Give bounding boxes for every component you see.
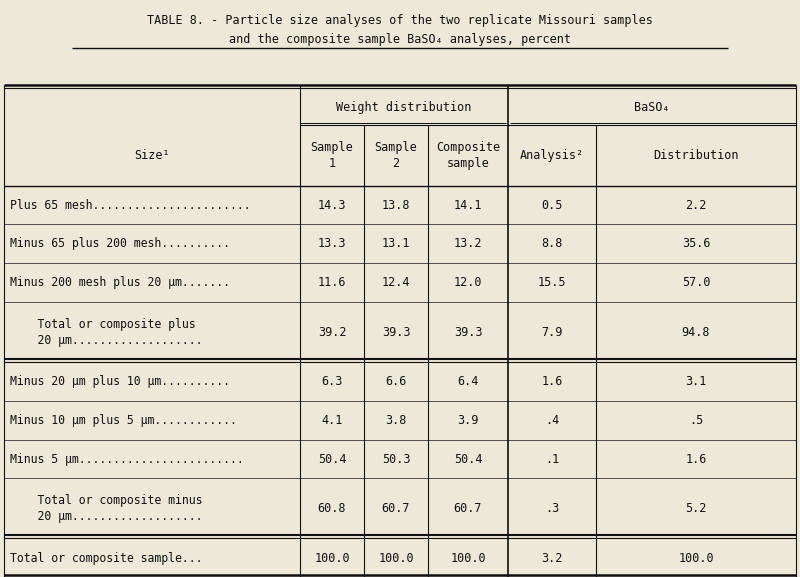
- Text: 14.1: 14.1: [454, 198, 482, 212]
- Text: Sample
2: Sample 2: [374, 141, 418, 170]
- Text: Minus 10 μm plus 5 μm............: Minus 10 μm plus 5 μm............: [10, 414, 238, 427]
- Text: 0.5: 0.5: [542, 198, 562, 212]
- Text: 12.0: 12.0: [454, 276, 482, 289]
- Text: 60.7: 60.7: [382, 502, 410, 515]
- Text: Distribution: Distribution: [654, 149, 738, 162]
- Text: 2.2: 2.2: [686, 198, 706, 212]
- Text: Total or composite minus
    20 μm...................: Total or composite minus 20 μm..........…: [10, 494, 203, 523]
- Text: 50.4: 50.4: [318, 452, 346, 466]
- Text: Size¹: Size¹: [134, 149, 170, 162]
- Text: 11.6: 11.6: [318, 276, 346, 289]
- Text: TABLE 8. - Particle size analyses of the two replicate Missouri samples: TABLE 8. - Particle size analyses of the…: [147, 14, 653, 28]
- Text: Minus 200 mesh plus 20 μm.......: Minus 200 mesh plus 20 μm.......: [10, 276, 230, 289]
- Text: 14.3: 14.3: [318, 198, 346, 212]
- Text: 3.2: 3.2: [542, 552, 562, 565]
- Text: 6.6: 6.6: [386, 375, 406, 388]
- Text: 7.9: 7.9: [542, 325, 562, 339]
- Text: 60.8: 60.8: [318, 502, 346, 515]
- Text: 94.8: 94.8: [682, 325, 710, 339]
- Text: 3.9: 3.9: [458, 414, 478, 427]
- Text: 13.3: 13.3: [318, 237, 346, 250]
- Text: 100.0: 100.0: [314, 552, 350, 565]
- Text: 5.2: 5.2: [686, 502, 706, 515]
- Text: Total or composite plus
    20 μm...................: Total or composite plus 20 μm...........…: [10, 317, 203, 347]
- Text: 39.3: 39.3: [382, 325, 410, 339]
- Text: 39.3: 39.3: [454, 325, 482, 339]
- Text: Total or composite sample...: Total or composite sample...: [10, 552, 203, 565]
- Text: and the composite sample BaSO₄ analyses, percent: and the composite sample BaSO₄ analyses,…: [229, 33, 571, 47]
- Text: 39.2: 39.2: [318, 325, 346, 339]
- Text: Sample
1: Sample 1: [310, 141, 354, 170]
- Text: 4.1: 4.1: [322, 414, 342, 427]
- Text: BaSO₄: BaSO₄: [634, 101, 670, 114]
- Text: 35.6: 35.6: [682, 237, 710, 250]
- Text: Analysis²: Analysis²: [520, 149, 584, 162]
- Text: Minus 5 μm........................: Minus 5 μm........................: [10, 452, 244, 466]
- Text: 100.0: 100.0: [378, 552, 414, 565]
- Text: 12.4: 12.4: [382, 276, 410, 289]
- Text: 57.0: 57.0: [682, 276, 710, 289]
- Text: 13.8: 13.8: [382, 198, 410, 212]
- Text: Composite
sample: Composite sample: [436, 141, 500, 170]
- Text: 15.5: 15.5: [538, 276, 566, 289]
- Text: 100.0: 100.0: [678, 552, 714, 565]
- Text: .4: .4: [545, 414, 559, 427]
- Text: 100.0: 100.0: [450, 552, 486, 565]
- Text: 1.6: 1.6: [542, 375, 562, 388]
- Text: 8.8: 8.8: [542, 237, 562, 250]
- Text: .3: .3: [545, 502, 559, 515]
- Text: .1: .1: [545, 452, 559, 466]
- Text: 6.4: 6.4: [458, 375, 478, 388]
- Text: Minus 65 plus 200 mesh..........: Minus 65 plus 200 mesh..........: [10, 237, 230, 250]
- Text: 50.3: 50.3: [382, 452, 410, 466]
- Text: Weight distribution: Weight distribution: [336, 101, 472, 114]
- Text: 13.1: 13.1: [382, 237, 410, 250]
- Text: 3.1: 3.1: [686, 375, 706, 388]
- Text: 6.3: 6.3: [322, 375, 342, 388]
- Text: 3.8: 3.8: [386, 414, 406, 427]
- Text: Plus 65 mesh.......................: Plus 65 mesh.......................: [10, 198, 251, 212]
- Text: Minus 20 μm plus 10 μm..........: Minus 20 μm plus 10 μm..........: [10, 375, 230, 388]
- Text: 13.2: 13.2: [454, 237, 482, 250]
- Text: 50.4: 50.4: [454, 452, 482, 466]
- Text: 60.7: 60.7: [454, 502, 482, 515]
- Text: .5: .5: [689, 414, 703, 427]
- Text: 1.6: 1.6: [686, 452, 706, 466]
